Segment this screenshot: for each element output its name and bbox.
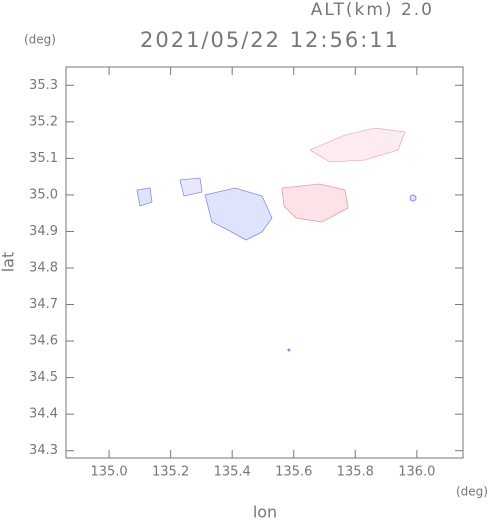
subtitle: ALT(km) 2.0: [311, 0, 434, 20]
echo-blue: [204, 187, 273, 241]
y-tick-label: 34.9: [29, 224, 58, 239]
x-tick-label: 135.6: [275, 465, 312, 480]
x-label: lon: [253, 503, 277, 521]
echo-cells: [136, 127, 417, 352]
plot-frame: [65, 66, 464, 459]
y-tick-label: 35.0: [29, 187, 58, 202]
x-tick-label: 135.2: [152, 465, 189, 480]
chart-title: 2021/05/22 12:56:11: [140, 28, 400, 52]
echo-red: [281, 183, 349, 223]
y-label: lat: [0, 252, 18, 273]
echo-red: [309, 127, 406, 163]
x-tick-label: 136.0: [398, 465, 435, 480]
x-unit: (deg): [456, 485, 488, 499]
y-tick-label: 35.2: [29, 114, 58, 129]
y-tick-label: 34.4: [29, 407, 58, 422]
y-tick-label: 34.5: [29, 370, 58, 385]
echo-blue: [136, 187, 153, 207]
x-tick-label: 135.8: [337, 465, 374, 480]
echo-blue: [179, 177, 203, 197]
y-unit: (deg): [24, 33, 56, 47]
y-tick-label: 34.6: [29, 334, 58, 349]
echo-blue: [287, 348, 291, 352]
x-tick-label: 135.4: [214, 465, 251, 480]
y-tick-label: 35.1: [29, 151, 58, 166]
y-tick-label: 34.7: [29, 297, 58, 312]
echo-blue: [409, 194, 417, 202]
y-tick-label: 34.3: [29, 443, 58, 458]
y-tick-label: 34.8: [29, 260, 58, 275]
y-tick-label: 35.3: [29, 78, 58, 93]
x-tick-label: 135.0: [90, 465, 127, 480]
